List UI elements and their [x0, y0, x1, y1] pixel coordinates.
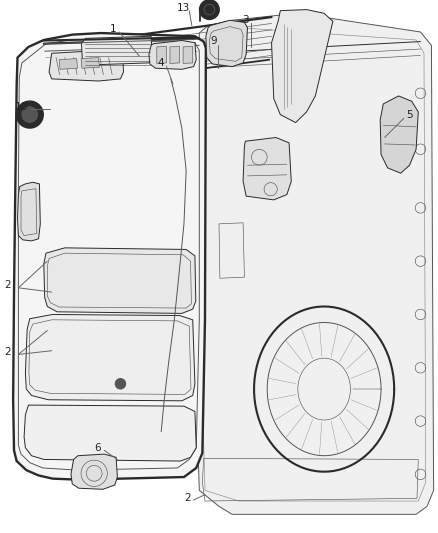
Text: 2: 2 [184, 494, 191, 503]
Polygon shape [149, 41, 196, 69]
Polygon shape [195, 13, 434, 514]
Polygon shape [183, 46, 193, 63]
Text: 2: 2 [4, 347, 11, 357]
Polygon shape [59, 59, 78, 69]
Text: 5: 5 [406, 110, 413, 119]
Circle shape [17, 101, 43, 128]
Polygon shape [13, 33, 206, 480]
Polygon shape [71, 454, 117, 489]
Polygon shape [81, 36, 152, 65]
Text: 3: 3 [242, 15, 249, 25]
Circle shape [26, 111, 33, 118]
Text: 4: 4 [158, 58, 165, 68]
Polygon shape [49, 51, 124, 81]
Circle shape [200, 0, 219, 19]
Polygon shape [81, 58, 99, 68]
Text: 13: 13 [177, 3, 190, 13]
Polygon shape [243, 138, 291, 200]
Polygon shape [25, 314, 195, 401]
Polygon shape [157, 46, 166, 63]
Text: 9: 9 [210, 36, 217, 46]
Polygon shape [380, 96, 418, 173]
Text: 10: 10 [14, 102, 28, 111]
Circle shape [115, 378, 126, 389]
Text: 2: 2 [4, 280, 11, 290]
Polygon shape [206, 20, 247, 67]
Text: 1: 1 [110, 25, 117, 34]
Polygon shape [18, 182, 40, 241]
Polygon shape [44, 248, 196, 313]
Text: 6: 6 [94, 443, 101, 453]
Polygon shape [24, 405, 196, 461]
Polygon shape [170, 46, 180, 63]
Polygon shape [272, 10, 333, 123]
Circle shape [22, 107, 38, 123]
